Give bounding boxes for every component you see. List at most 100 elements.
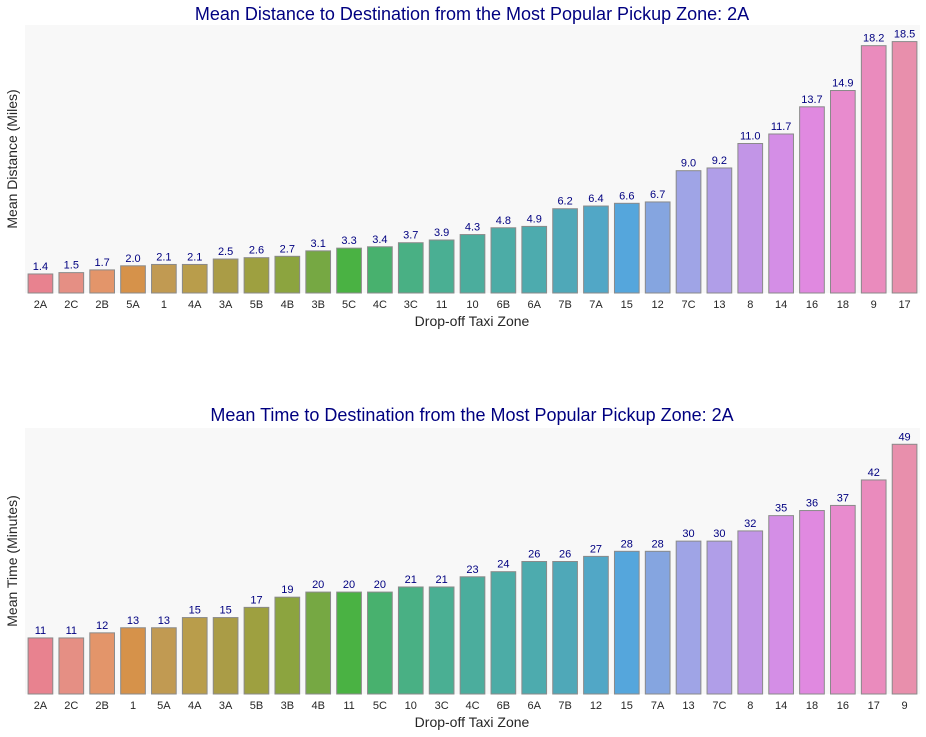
bar-6A (521, 225, 548, 294)
data-label-9: 18.2 (863, 33, 884, 45)
data-label-4C: 23 (466, 564, 478, 576)
x-tick-18: 18 (806, 700, 818, 712)
data-label-6A: 4.9 (527, 213, 542, 225)
x-tick-4C: 4C (373, 299, 387, 311)
x-tick-10: 10 (466, 299, 478, 311)
data-label-9: 49 (898, 431, 910, 443)
data-label-3A: 15 (219, 605, 231, 617)
bar-6A (521, 561, 548, 695)
bar-2C (58, 637, 85, 695)
data-label-2C: 1.5 (64, 260, 79, 272)
bar-11 (428, 239, 455, 294)
bar-4C (459, 576, 486, 695)
data-label-7B: 6.2 (557, 196, 572, 208)
data-label-5A: 13 (158, 615, 170, 627)
bar-5B (243, 606, 270, 695)
bar-4A (181, 617, 208, 695)
data-label-3A: 2.5 (218, 246, 233, 258)
bar-5C (367, 591, 393, 695)
bar-5A (151, 627, 177, 695)
bar-5A (120, 265, 146, 294)
bar-3B (305, 250, 332, 294)
x-tick-6B: 6B (497, 299, 510, 311)
data-label-4B: 2.7 (280, 243, 295, 255)
bar-3C (397, 242, 424, 294)
bar-18 (830, 90, 856, 294)
data-label-2A: 1.4 (33, 261, 48, 273)
bar-1 (151, 263, 177, 294)
data-label-3B: 19 (281, 584, 293, 596)
data-label-4C: 3.4 (372, 234, 387, 246)
data-label-16: 13.7 (801, 94, 822, 106)
x-tick-7B: 7B (558, 700, 571, 712)
bar-12 (644, 201, 671, 294)
x-tick-17: 17 (868, 700, 880, 712)
bar-8 (737, 530, 764, 695)
x-tick-4B: 4B (311, 700, 324, 712)
x-tick-16: 16 (806, 299, 818, 311)
x-tick-4A: 4A (188, 700, 202, 712)
x-tick-2B: 2B (95, 299, 108, 311)
x-tick-1: 1 (161, 299, 167, 311)
data-label-16: 37 (837, 492, 849, 504)
data-label-17: 42 (868, 467, 880, 479)
data-label-2B: 1.7 (95, 257, 110, 269)
bar-16 (799, 106, 825, 294)
x-tick-10: 10 (405, 700, 417, 712)
bar-8 (737, 143, 764, 294)
x-tick-7B: 7B (558, 299, 571, 311)
data-label-7A: 28 (652, 538, 664, 550)
bar-18 (799, 510, 825, 695)
x-tick-6A: 6A (527, 299, 541, 311)
x-tick-2C: 2C (64, 299, 78, 311)
data-label-8: 11.0 (740, 131, 761, 143)
x-tick-7A: 7A (589, 299, 603, 311)
distance-x-axis-label: Drop-off Taxi Zone (415, 313, 530, 329)
bar-13 (706, 167, 733, 294)
x-tick-3C: 3C (404, 299, 418, 311)
bar-16 (830, 504, 856, 695)
data-label-13: 9.2 (712, 155, 727, 167)
bar-7B (552, 561, 578, 695)
data-label-1: 2.1 (156, 251, 171, 263)
data-label-17: 18.5 (894, 29, 915, 41)
data-label-6A: 26 (528, 549, 540, 561)
data-label-4B: 20 (312, 579, 324, 591)
bar-13 (675, 540, 702, 695)
x-tick-3B: 3B (281, 700, 294, 712)
data-label-14: 35 (775, 503, 787, 515)
x-tick-14: 14 (775, 700, 787, 712)
bar-4C (367, 246, 393, 294)
x-tick-5B: 5B (250, 299, 263, 311)
data-label-15: 28 (621, 538, 633, 550)
data-label-3C: 3.7 (403, 230, 418, 242)
x-tick-5B: 5B (250, 700, 263, 712)
x-tick-1: 1 (130, 700, 136, 712)
data-label-10: 4.3 (465, 222, 480, 234)
x-tick-2C: 2C (64, 700, 78, 712)
data-label-6B: 4.8 (496, 215, 511, 227)
bar-2B (89, 269, 115, 294)
data-label-7B: 26 (559, 549, 571, 561)
bar-9 (860, 45, 887, 294)
distance-chart-title: Mean Distance to Destination from the Mo… (195, 4, 749, 24)
bar-2C (58, 272, 85, 294)
bar-7A (644, 550, 671, 695)
x-tick-8: 8 (747, 299, 753, 311)
x-tick-11: 11 (436, 299, 447, 311)
x-tick-2A: 2A (34, 299, 48, 311)
x-tick-16: 16 (837, 700, 849, 712)
time-chart: Mean Time to Destination from the Most P… (4, 405, 920, 730)
x-tick-2A: 2A (34, 700, 48, 712)
bar-2B (89, 632, 115, 695)
bar-1 (120, 627, 146, 695)
bar-4A (181, 263, 208, 294)
x-tick-5A: 5A (157, 700, 171, 712)
data-label-15: 6.6 (619, 190, 634, 202)
x-tick-2B: 2B (95, 700, 108, 712)
x-tick-6B: 6B (497, 700, 510, 712)
bar-14 (768, 515, 794, 695)
data-label-3B: 3.1 (311, 238, 326, 250)
x-tick-7A: 7A (651, 700, 665, 712)
bar-17 (891, 41, 918, 294)
